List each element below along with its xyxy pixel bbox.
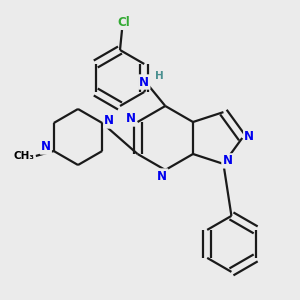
Text: N: N (104, 115, 114, 128)
Text: N: N (126, 112, 136, 125)
Text: Cl: Cl (118, 16, 130, 28)
Text: N: N (157, 169, 167, 182)
Text: N: N (244, 130, 254, 142)
Text: CH₃: CH₃ (13, 151, 34, 161)
Text: N: N (222, 154, 233, 167)
Text: N: N (139, 76, 149, 88)
Text: N: N (41, 140, 51, 154)
Text: H: H (155, 71, 164, 81)
